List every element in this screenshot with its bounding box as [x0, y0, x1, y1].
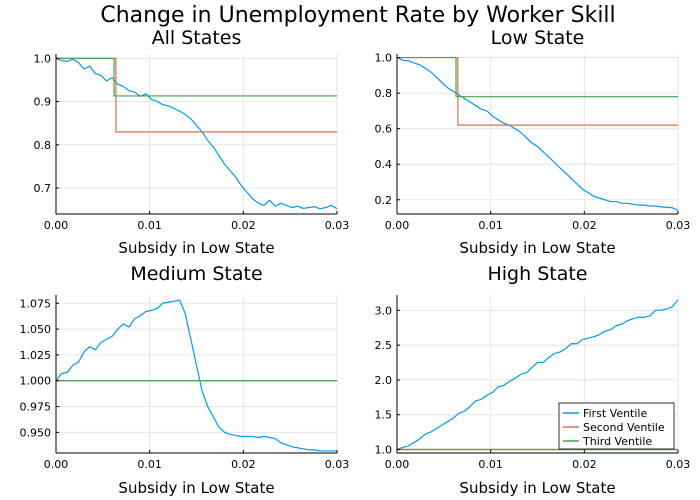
all-states-x-tick-label: 0.00 [44, 219, 69, 232]
all-states-x-label: Subsidy in Low State [118, 239, 274, 257]
low-state-series-first-ventile [396, 57, 679, 211]
all-states-panel: 0.00 0.01 0.02 0.03 0.7 0.8 0.9 1.0 All States Su… [34, 27, 350, 257]
medium-state-y-tick-label: 1.050 [20, 323, 52, 336]
medium-state-x-tick-label: 0.00 [44, 458, 69, 471]
low-state-y-tick-label: 0.6 [375, 123, 393, 136]
high-state-series-first-ventile [396, 299, 679, 451]
all-states-x-tick-label: 0.02 [231, 219, 256, 232]
high-state-title: High State [487, 263, 587, 285]
all-states-x-tick-label: 0.03 [325, 219, 350, 232]
medium-state-x-tick-label: 0.02 [231, 458, 256, 471]
high-state-x-label: Subsidy in Low State [459, 479, 615, 497]
all-states-series-second-ventile [56, 57, 337, 133]
low-state-x-tick-label: 0.01 [478, 219, 503, 232]
legend-entry-third-ventile: Third Ventile [582, 435, 652, 448]
all-states-y-tick-label: 1.0 [34, 52, 52, 65]
all-states-y-tick-label: 0.7 [34, 182, 52, 195]
high-state-y-tick-label: 1.5 [375, 409, 393, 422]
high-state-x-tick-label: 0.02 [572, 458, 597, 471]
all-states-series-third-ventile [56, 57, 337, 97]
figure-title: Change in Unemployment Rate by Worker Sk… [100, 3, 615, 28]
low-state-panel: 0.00 0.01 0.02 0.03 0.2 0.4 0.6 0.8 1.0 Low State… [375, 27, 691, 257]
low-state-y-tick-label: 0.8 [375, 87, 393, 100]
high-state-y-tick-label: 1.0 [375, 444, 393, 457]
medium-state-x-tick-label: 0.03 [325, 458, 350, 471]
all-states-x-tick-label: 0.01 [137, 219, 162, 232]
low-state-x-label: Subsidy in Low State [459, 239, 615, 257]
all-states-series-first-ventile [55, 57, 338, 210]
all-states-title: All States [152, 27, 242, 49]
legend-entry-first-ventile: First Ventile [583, 407, 647, 420]
high-state-x-tick-label: 0.01 [478, 458, 503, 471]
subplots: 0.00 0.01 0.02 0.03 0.7 0.8 0.9 1.0 All States Su… [20, 27, 691, 497]
medium-state-title: Medium State [130, 263, 262, 285]
medium-state-x-tick-label: 0.01 [137, 458, 162, 471]
low-state-x-tick-label: 0.03 [666, 219, 691, 232]
medium-state-y-tick-label: 0.975 [20, 401, 52, 414]
medium-state-series-first-ventile [55, 299, 337, 452]
medium-state-y-tick-label: 1.000 [20, 375, 52, 388]
high-state-y-tick-label: 3.0 [375, 304, 393, 317]
high-state-panel: 0.00 0.01 0.02 0.03 1.0 1.5 2.0 2.5 3.0 High Stat… [375, 263, 691, 497]
low-state-y-tick-label: 0.2 [375, 194, 393, 207]
legend-entry-second-ventile: Second Ventile [583, 421, 665, 434]
low-state-x-tick-label: 0.00 [385, 219, 410, 232]
all-states-y-tick-label: 0.8 [34, 139, 52, 152]
low-state-series-second-ventile [397, 56, 678, 126]
high-state-x-tick-label: 0.00 [385, 458, 410, 471]
medium-state-y-tick-label: 0.950 [20, 426, 52, 439]
low-state-y-tick-label: 1.0 [375, 52, 393, 65]
low-state-series-third-ventile [397, 56, 678, 98]
low-state-x-tick-label: 0.02 [572, 219, 597, 232]
medium-state-x-label: Subsidy in Low State [118, 479, 274, 497]
medium-state-panel: 0.00 0.01 0.02 0.03 0.950 0.975 1.000 1.025 1.05… [20, 263, 350, 497]
high-state-y-tick-label: 2.0 [375, 374, 393, 387]
medium-state-y-tick-label: 1.075 [20, 297, 52, 310]
high-state-y-tick-label: 2.5 [375, 339, 393, 352]
medium-state-y-tick-label: 1.025 [20, 349, 52, 362]
all-states-y-tick-label: 0.9 [34, 96, 52, 109]
high-state-x-tick-label: 0.03 [666, 458, 691, 471]
low-state-title: Low State [491, 27, 585, 49]
low-state-y-tick-label: 0.4 [375, 158, 393, 171]
